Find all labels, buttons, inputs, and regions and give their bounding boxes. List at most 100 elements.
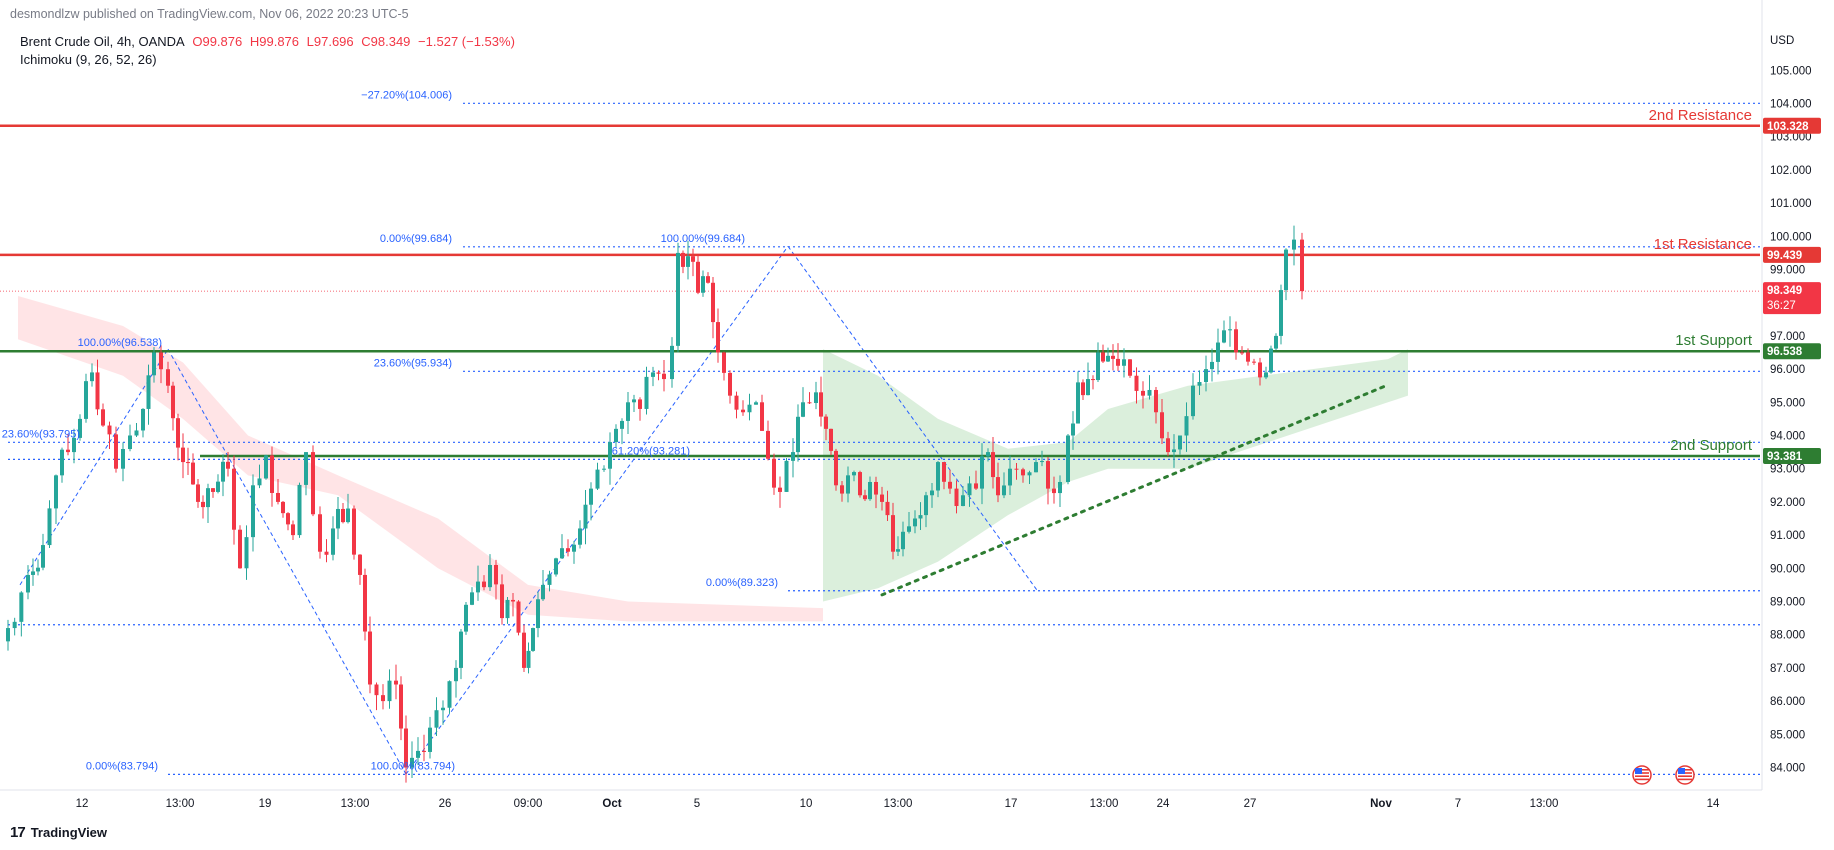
us-flag-icon[interactable] — [1675, 765, 1695, 785]
symbol-legend[interactable]: Brent Crude Oil, 4h, OANDA O99.876 H99.8… — [20, 34, 519, 49]
trendline[interactable] — [880, 384, 1388, 597]
candle-body — [1091, 379, 1095, 381]
candle-body — [834, 450, 838, 486]
candle-body — [924, 495, 928, 516]
candle-body — [476, 581, 480, 593]
candle-body — [880, 494, 884, 502]
candle-body — [482, 581, 486, 588]
candle-body — [511, 599, 515, 602]
ichimoku-cloud — [18, 296, 1408, 622]
ascending-trendline[interactable] — [880, 384, 1388, 597]
fib-label: 100.00%(96.538) — [78, 337, 162, 349]
candle-body — [152, 352, 156, 376]
candle-body — [1021, 469, 1025, 476]
y-tick-label: 85.000 — [1770, 729, 1805, 741]
fib-leg — [787, 245, 1039, 592]
candle-body — [441, 707, 445, 711]
flag-canton — [1678, 768, 1685, 774]
candle-body — [824, 416, 828, 429]
price-axis[interactable]: USD 84.000 85.000 86.000 87.000 88.000 89.000 9… — [1761, 0, 1821, 790]
candle-body — [681, 252, 685, 267]
candle-body — [676, 252, 680, 346]
candle-body — [1128, 359, 1132, 376]
y-tick-label: 101.000 — [1770, 198, 1812, 210]
candle-body — [95, 372, 100, 410]
fib-label: 0.00%(99.684) — [380, 233, 452, 245]
candle-body — [891, 515, 895, 552]
y-tick-label: 87.000 — [1770, 663, 1805, 675]
candle-body — [1122, 359, 1126, 366]
close-value: C98.349 — [361, 34, 411, 49]
last-price-value: 98.349 — [1767, 285, 1802, 297]
candle-body — [84, 381, 88, 419]
candle-body — [464, 604, 468, 632]
countdown-value: 36:27 — [1767, 300, 1796, 312]
tradingview-footer[interactable]: 17 TradingView — [10, 824, 107, 841]
candle-body — [428, 727, 432, 752]
candle-body — [620, 420, 624, 429]
candle-body — [595, 469, 600, 489]
candle-body — [1002, 485, 1006, 496]
candle-body — [505, 599, 510, 619]
candle-body — [791, 452, 795, 461]
flag-canton — [1635, 768, 1642, 774]
candle-body — [578, 528, 582, 545]
price-tag — [1763, 448, 1821, 465]
time-axis[interactable]: 12 13:00 19 13:00 26 09:00 Oct 5 10 13:00 17 13:00 2… — [0, 789, 1762, 810]
candle-body — [760, 402, 764, 431]
candle-body — [711, 282, 715, 323]
candle-body — [716, 322, 720, 353]
candle-body — [1027, 472, 1032, 476]
candle-body — [410, 757, 414, 768]
candle-body — [536, 599, 540, 629]
candle-body — [47, 508, 52, 546]
candle-body — [31, 571, 35, 575]
indicator-legend[interactable]: Ichimoku (9, 26, 52, 26) — [20, 52, 157, 67]
publish-info: desmondlzw published on TradingView.com,… — [10, 7, 409, 21]
us-flag-icon[interactable] — [1632, 765, 1652, 785]
candle-body — [930, 490, 934, 496]
high-value: H99.876 — [249, 34, 300, 49]
candle-body — [572, 544, 576, 552]
candle-body — [583, 504, 588, 529]
candle-body — [121, 449, 125, 469]
candle-body — [26, 574, 30, 593]
candle-body — [1184, 416, 1189, 436]
candle-body — [980, 456, 984, 489]
y-tick-label: 102.000 — [1770, 165, 1812, 177]
x-tick-label: 12 — [76, 798, 89, 810]
candle-body — [863, 495, 867, 500]
candle-body — [318, 514, 322, 552]
candle-body — [986, 452, 990, 457]
open-value: O99.876 — [192, 34, 243, 49]
candle-body — [961, 495, 965, 507]
candle-body — [560, 548, 564, 559]
candle-body — [766, 430, 770, 459]
candle-body — [1076, 382, 1080, 424]
candle-body — [1040, 461, 1044, 463]
candle-body — [166, 369, 170, 386]
candle-body — [1258, 362, 1262, 378]
candle-body — [1222, 330, 1226, 343]
candle-body — [191, 462, 195, 485]
candle-body — [196, 484, 200, 502]
candle-body — [1160, 412, 1164, 439]
currency-label: USD — [1770, 35, 1794, 47]
y-tick-label: 94.000 — [1770, 431, 1805, 443]
candle-body — [1147, 389, 1152, 396]
event-flags[interactable] — [1632, 765, 1695, 785]
candle-body — [670, 345, 674, 380]
x-tick-label: 5 — [694, 798, 700, 810]
candle-body — [363, 574, 367, 632]
candle-body — [547, 574, 552, 585]
x-tick-label: Nov — [1370, 798, 1392, 810]
flag-stripe — [1678, 778, 1692, 781]
tradingview-logo-icon: 17 — [10, 824, 26, 841]
candle-body — [281, 501, 285, 514]
candle-body — [662, 373, 666, 380]
candle-body — [114, 434, 118, 469]
candle-body — [942, 462, 946, 482]
candle-body — [374, 684, 379, 696]
candle-body — [974, 483, 978, 489]
